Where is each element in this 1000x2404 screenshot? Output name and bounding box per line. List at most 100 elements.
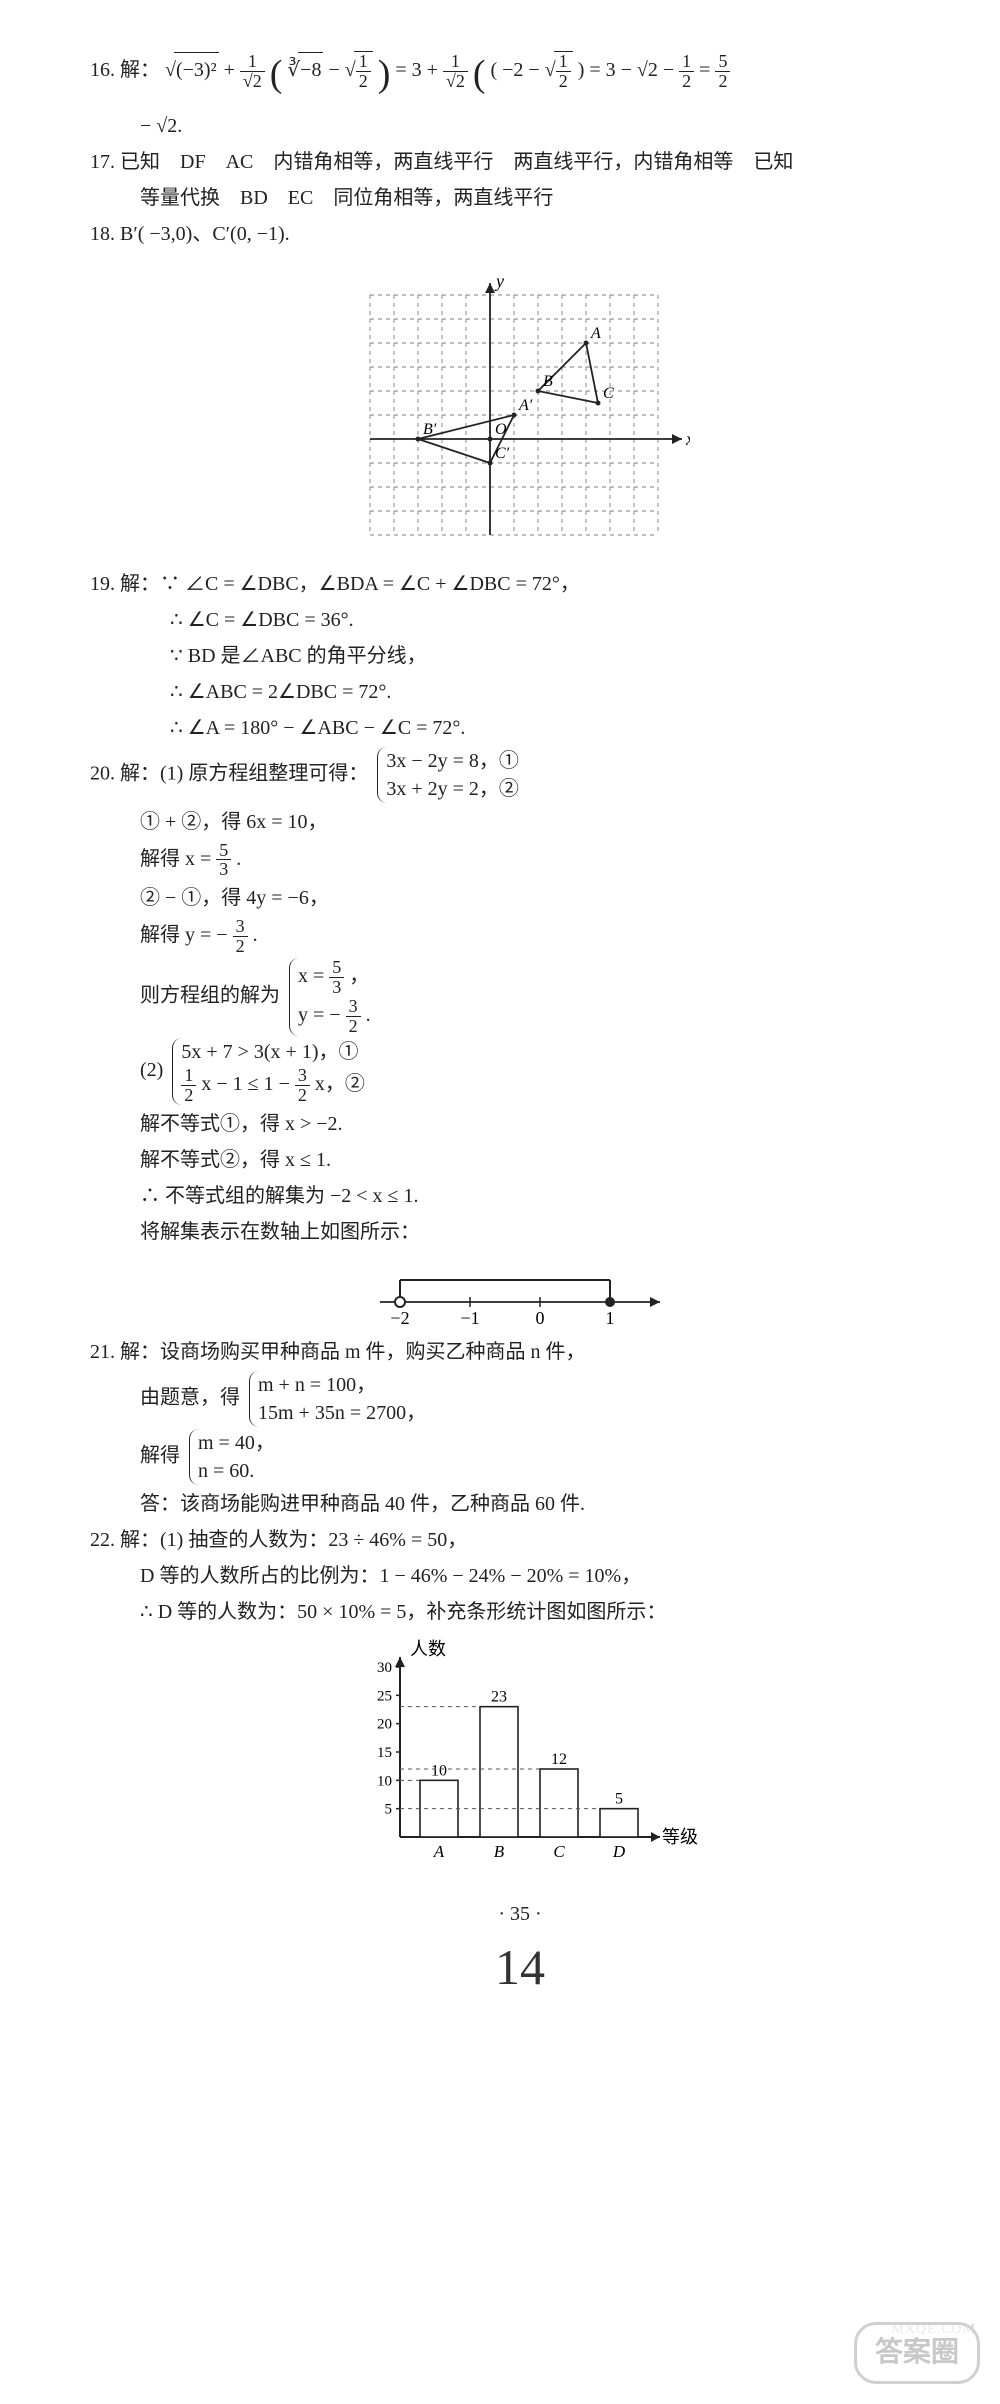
brace: 3x − 2y = 8，① 3x + 2y = 2，② <box>377 747 519 803</box>
den: 2 <box>181 1086 196 1105</box>
den: 2 <box>233 937 248 956</box>
den: 2 <box>346 1017 361 1036</box>
num: 5 <box>715 52 730 72</box>
svg-text:30: 30 <box>377 1660 392 1676</box>
svg-text:A: A <box>433 1842 445 1861</box>
svg-text:20: 20 <box>377 1716 392 1732</box>
num: 5 <box>329 958 344 978</box>
q20-numberline: −2−101 <box>360 1257 680 1327</box>
txt: = <box>699 59 715 81</box>
frac: 12 <box>556 52 571 91</box>
svg-text:0: 0 <box>536 1308 545 1327</box>
num: 1 <box>556 52 571 72</box>
q22-l3: ∴ D 等的人数为：50 × 10% = 5，补充条形统计图如图所示： <box>90 1595 950 1629</box>
svg-text:5: 5 <box>615 1790 623 1807</box>
den: 3 <box>216 860 231 879</box>
paren: ) <box>378 53 391 95</box>
brace: m = 40， n = 60. <box>189 1429 275 1485</box>
txt: . <box>366 1004 371 1026</box>
svg-text:O: O <box>495 421 507 438</box>
svg-text:−1: −1 <box>460 1308 479 1327</box>
q20-l8: 解不等式②，得 x ≤ 1. <box>90 1143 950 1177</box>
num: 1 <box>181 1066 196 1086</box>
brace: m + n = 100， 15m + 35n = 2700， <box>249 1371 426 1427</box>
row: 3x − 2y = 8，① <box>386 747 519 775</box>
q19-l3: ∵ BD 是∠ABC 的角平分线， <box>90 639 950 673</box>
txt: (2) <box>140 1059 163 1081</box>
den: √2 <box>240 72 265 91</box>
q22-barchart: 人数等级5101520253010A23B12C5D <box>340 1637 700 1877</box>
svg-text:B′: B′ <box>423 421 437 438</box>
txt: 解得 <box>140 1444 180 1466</box>
q16-label: 16. 解： <box>90 59 160 81</box>
txt: ) = 3 − √2 − <box>578 59 679 81</box>
svg-text:25: 25 <box>377 1688 392 1704</box>
cuberoot-body: −8 <box>298 52 323 87</box>
txt: ， <box>349 965 369 987</box>
svg-text:1: 1 <box>606 1308 615 1327</box>
q18-grid: xyABCA′B′C′O <box>350 259 690 559</box>
brace: x = 53 ， y = − 32 . <box>289 958 371 1036</box>
svg-text:C: C <box>553 1842 565 1861</box>
svg-text:等级: 等级 <box>662 1827 698 1847</box>
page: 16. 解： √(−3)² + 1√2 ( ∛−8 − √12 ) = 3 + … <box>0 0 1000 2050</box>
num: 1 <box>240 52 265 72</box>
den: √2 <box>443 72 468 91</box>
frac: 32 <box>346 997 361 1036</box>
q17-line1: 17. 已知 DF AC 内错角相等，两直线平行 两直线平行，内错角相等 已知 <box>90 145 950 179</box>
txt: x − 1 ≤ 1 − <box>201 1073 295 1095</box>
q16-line2: − √2. <box>90 109 950 143</box>
q20-l4: ② − ①，得 4y = −6， <box>90 881 950 915</box>
q19-l4: ∴ ∠ABC = 2∠DBC = 72°. <box>90 675 950 709</box>
q19-l5: ∴ ∠A = 180° − ∠ABC − ∠C = 72°. <box>90 711 950 745</box>
svg-text:23: 23 <box>491 1688 507 1705</box>
q20-l7: 解不等式①，得 x > −2. <box>90 1107 950 1141</box>
frac: 1√2 <box>443 52 468 91</box>
svg-text:人数: 人数 <box>410 1639 446 1659</box>
txt: 解得 y = − <box>140 924 233 946</box>
q20-l9: ∴ 不等式组的解集为 −2 < x ≤ 1. <box>90 1179 950 1213</box>
q16-line1: 16. 解： √(−3)² + 1√2 ( ∛−8 − √12 ) = 3 + … <box>90 42 950 107</box>
num: 1 <box>356 52 371 72</box>
svg-text:A: A <box>590 325 601 342</box>
handwritten-number: 14 <box>90 1925 950 2010</box>
svg-text:B: B <box>543 373 553 390</box>
frac: 53 <box>329 958 344 997</box>
sqrt-body: 12 <box>554 51 573 91</box>
txt: x = <box>298 965 329 987</box>
q21-l2: 由题意，得 m + n = 100， 15m + 35n = 2700， <box>90 1371 950 1427</box>
q20-l5: 解得 y = − 32 . <box>90 917 950 956</box>
txt: − <box>328 59 344 81</box>
txt: . <box>236 848 241 870</box>
frac: 12 <box>181 1066 196 1105</box>
svg-text:C: C <box>603 385 614 402</box>
svg-text:15: 15 <box>377 1745 392 1761</box>
q18-text: 18. B′( −3,0)、C′(0, −1). <box>90 217 950 251</box>
txt: . <box>253 924 258 946</box>
svg-text:A′: A′ <box>518 397 533 414</box>
txt: 由题意，得 <box>140 1386 240 1408</box>
den: 2 <box>715 72 730 91</box>
svg-text:12: 12 <box>551 1751 567 1768</box>
watermark-badge: 答案圈 <box>854 2322 980 2384</box>
q21-l3: 解得 m = 40， n = 60. <box>90 1429 950 1485</box>
txt: 解得 x = <box>140 848 216 870</box>
row: 5x + 7 > 3(x + 1)，① <box>181 1038 365 1066</box>
q20-l3: 解得 x = 53 . <box>90 841 950 880</box>
q20-head: 20. 解：(1) 原方程组整理可得： 3x − 2y = 8，① 3x + 2… <box>90 747 950 803</box>
sqrt-body: 12 <box>354 51 373 91</box>
frac: 12 <box>356 52 371 91</box>
frac: 52 <box>715 52 730 91</box>
svg-text:y: y <box>494 271 504 291</box>
frac: 32 <box>295 1066 310 1105</box>
row: m = 40， <box>198 1429 275 1457</box>
q20-l10: 将解集表示在数轴上如图所示： <box>90 1215 950 1249</box>
frac: 12 <box>679 52 694 91</box>
txt: x，② <box>315 1073 365 1095</box>
svg-text:B: B <box>494 1842 505 1861</box>
q19-l2: ∴ ∠C = ∠DBC = 36°. <box>90 603 950 637</box>
txt: 则方程组的解为 <box>140 985 280 1007</box>
den: 2 <box>356 72 371 91</box>
svg-text:D: D <box>612 1842 626 1861</box>
den: 3 <box>329 978 344 997</box>
